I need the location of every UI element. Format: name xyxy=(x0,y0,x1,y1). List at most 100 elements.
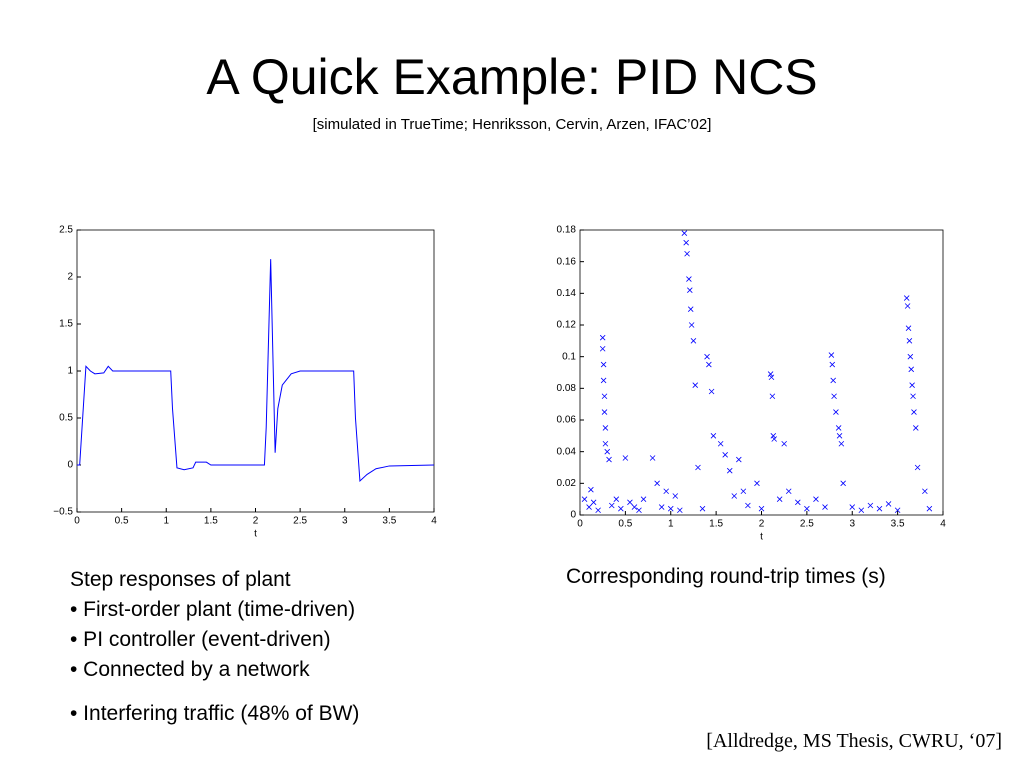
point xyxy=(745,502,751,509)
point xyxy=(649,455,656,461)
point xyxy=(885,501,892,507)
point xyxy=(828,352,835,358)
point xyxy=(604,448,611,455)
point xyxy=(692,382,699,388)
point xyxy=(600,361,607,368)
point xyxy=(876,505,883,512)
point xyxy=(588,486,594,493)
caption-line: • PI controller (event-driven) xyxy=(70,628,331,651)
point xyxy=(677,507,683,514)
point xyxy=(667,505,674,512)
y-tick-label: 0.18 xyxy=(557,225,577,236)
x-tick-label: 2.5 xyxy=(800,519,814,530)
point xyxy=(601,409,608,415)
point xyxy=(690,338,697,344)
point xyxy=(771,436,777,442)
y-tick-label: 0.5 xyxy=(59,413,73,424)
point xyxy=(836,433,843,439)
point xyxy=(699,505,706,512)
point xyxy=(736,456,742,463)
x-axis-label: t xyxy=(760,532,763,543)
plot-frame xyxy=(579,229,944,516)
y-tick-label: 0.04 xyxy=(557,446,577,457)
point xyxy=(785,488,792,495)
caption-line: Step responses of plant xyxy=(70,568,291,591)
y-tick-label: 0.12 xyxy=(557,320,577,331)
line xyxy=(77,259,435,483)
point xyxy=(922,488,928,495)
x-tick-label: 0 xyxy=(577,519,583,530)
point xyxy=(613,496,620,502)
point xyxy=(708,388,715,395)
point xyxy=(781,440,787,447)
caption-line: • First-order plant (time-driven) xyxy=(70,598,356,621)
point xyxy=(658,504,665,510)
y-tick-label: 0.14 xyxy=(557,288,577,299)
point xyxy=(838,440,845,447)
point xyxy=(684,250,690,257)
x-tick-label: 0 xyxy=(74,516,80,527)
point xyxy=(835,425,842,431)
point xyxy=(608,502,615,509)
point xyxy=(758,505,765,512)
point xyxy=(830,377,836,384)
point xyxy=(858,507,865,514)
point xyxy=(905,325,912,331)
point xyxy=(618,505,624,512)
point xyxy=(813,496,819,502)
point xyxy=(769,393,776,400)
point xyxy=(710,433,717,439)
point xyxy=(911,409,917,415)
point xyxy=(726,467,733,474)
x-tick-label: 1 xyxy=(668,519,674,530)
point xyxy=(822,504,828,510)
point xyxy=(672,493,679,499)
point xyxy=(601,393,608,400)
x-tick-label: 2 xyxy=(253,516,259,527)
title: A Quick Example: PID NCS xyxy=(206,49,818,105)
x-axis-label: t xyxy=(254,529,257,540)
point xyxy=(731,493,738,499)
point xyxy=(590,499,597,506)
x-tick-label: 3 xyxy=(342,516,348,527)
point xyxy=(706,361,712,368)
x-tick-label: 3.5 xyxy=(382,516,396,527)
point xyxy=(909,382,915,388)
x-tick-label: 2.5 xyxy=(293,516,307,527)
x-tick-label: 3.5 xyxy=(891,519,905,530)
point xyxy=(904,303,911,309)
x-tick-label: 2 xyxy=(759,519,765,530)
point xyxy=(606,456,612,463)
point xyxy=(910,393,916,400)
point xyxy=(831,393,837,400)
point xyxy=(717,440,724,447)
y-tick-label: 0.02 xyxy=(557,478,577,489)
point xyxy=(695,464,701,471)
point xyxy=(581,496,588,502)
point xyxy=(602,425,609,431)
point xyxy=(688,322,695,328)
point xyxy=(908,366,915,373)
point xyxy=(829,361,836,368)
y-tick-label: −0.5 xyxy=(53,507,73,518)
x-tick-label: 1 xyxy=(163,516,169,527)
point xyxy=(704,353,710,360)
point xyxy=(770,433,777,439)
point xyxy=(894,507,901,514)
x-tick-label: 0.5 xyxy=(115,516,129,527)
point xyxy=(740,488,747,495)
left-caption: Step responses of plant • First-order pl… xyxy=(70,565,359,729)
point xyxy=(907,353,914,360)
point xyxy=(722,452,728,458)
y-tick-label: 1 xyxy=(67,366,73,377)
x-tick-label: 4 xyxy=(940,519,946,530)
point xyxy=(776,496,783,502)
point xyxy=(687,287,693,293)
y-tick-label: 0 xyxy=(570,510,576,521)
point xyxy=(627,499,633,506)
right-caption: Corresponding round-trip times (s) xyxy=(566,565,886,588)
x-tick-label: 1.5 xyxy=(709,519,723,530)
point xyxy=(663,488,669,495)
y-tick-label: 0.16 xyxy=(557,256,577,267)
point xyxy=(686,276,692,282)
